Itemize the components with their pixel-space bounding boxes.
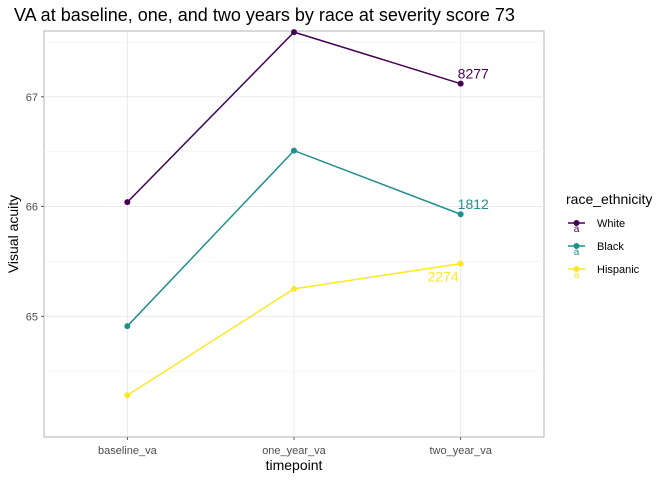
legend-key-point — [573, 220, 580, 226]
y-tick-label: 66 — [26, 202, 38, 214]
data-point-hispanic — [291, 285, 297, 292]
x-tick-label: two_year_va — [429, 445, 492, 457]
x-axis-title: timepoint — [266, 457, 323, 473]
data-point-hispanic — [457, 260, 464, 267]
y-tick-label: 65 — [26, 311, 38, 323]
legend-key-point — [573, 266, 580, 272]
data-point-black — [457, 211, 464, 218]
legend-label-hispanic: Hispanic — [597, 264, 640, 276]
data-point-hispanic — [124, 392, 131, 399]
legend-label-black: Black — [597, 241, 624, 253]
end-label-hispanic: 2274 — [428, 269, 459, 285]
x-tick-label: one_year_va — [262, 445, 326, 457]
x-axis-ticks: baseline_va one_year_va two_year_va — [98, 437, 493, 457]
data-point-white — [124, 199, 131, 206]
data-point-white — [291, 29, 297, 36]
legend-key-glyph: a — [574, 247, 580, 258]
major-gridlines — [44, 31, 544, 437]
legend-title: race_ethnicity — [566, 191, 652, 207]
legend-key-glyph: a — [574, 270, 580, 281]
y-axis-ticks: 65 66 67 — [26, 92, 44, 323]
legend-label-white: White — [597, 218, 625, 230]
x-tick-label: baseline_va — [98, 445, 158, 457]
series-layer: 8277 1812 2274 — [124, 29, 489, 399]
data-point-black — [124, 323, 131, 330]
y-axis-title: Visual acuity — [5, 195, 21, 273]
end-label-white: 8277 — [458, 66, 489, 82]
legend-key-point — [573, 243, 580, 249]
legend-key-glyph: a — [574, 224, 580, 235]
chart-title: VA at baseline, one, and two years by ra… — [14, 5, 515, 25]
data-point-black — [291, 147, 297, 154]
data-point-white — [457, 80, 464, 87]
end-label-black: 1812 — [458, 196, 489, 212]
legend-items: a White a Black a Hispanic — [568, 218, 640, 281]
y-tick-label: 67 — [26, 92, 38, 104]
legend: race_ethnicity a White a Black a Hispanic — [566, 191, 652, 281]
